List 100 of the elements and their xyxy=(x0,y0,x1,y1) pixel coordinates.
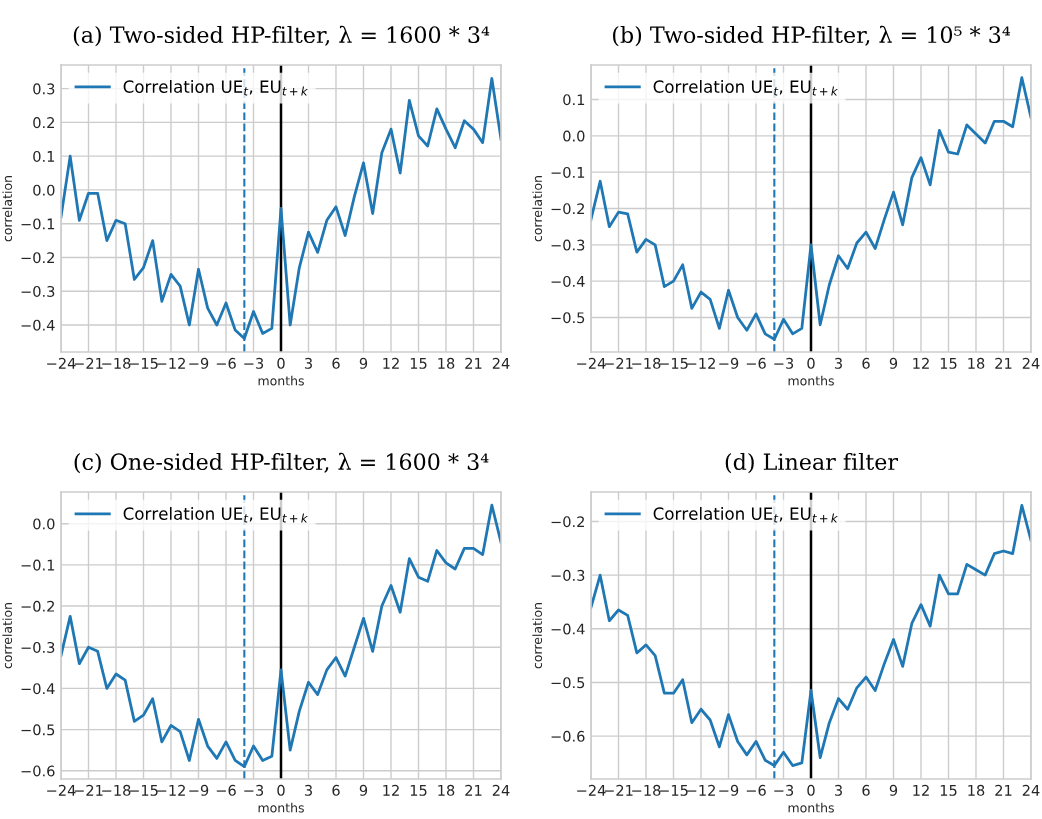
x-tick-label: 0 xyxy=(277,357,285,369)
y-tick-label: −0.4 xyxy=(21,319,55,331)
x-tick-label: −21 xyxy=(74,357,103,369)
x-tick-label: −3 xyxy=(774,357,794,369)
x-tick-label: 18 xyxy=(438,784,455,796)
x-tick-label: −24 xyxy=(577,784,606,796)
y-tick-label: −0.1 xyxy=(21,559,55,571)
x-tick-label: −9 xyxy=(719,357,739,369)
y-tick-label: −0.2 xyxy=(551,203,584,215)
x-tick-label: 9 xyxy=(889,357,898,369)
x-tick-label: 21 xyxy=(465,784,482,796)
y-axis-title: correlation xyxy=(532,603,543,669)
y-tick-label: −0.3 xyxy=(551,569,585,581)
legend-label: Correlation UE$_{t}$, EU$_{t+k}$ xyxy=(123,80,308,96)
y-tick-label: −0.1 xyxy=(21,218,55,230)
x-tick-label: 24 xyxy=(1022,784,1040,796)
x-tick-label: −24 xyxy=(47,357,76,369)
x-tick-label: −18 xyxy=(632,357,661,369)
x-tick-label: 9 xyxy=(359,357,368,369)
x-tick-label: −3 xyxy=(244,357,264,369)
x-tick-label: 3 xyxy=(834,357,842,369)
x-tick-label: 12 xyxy=(913,784,929,796)
y-tick-label: −0.3 xyxy=(551,239,585,251)
x-tick-label: 24 xyxy=(1022,357,1040,369)
x-tick-label: 0 xyxy=(807,784,815,796)
x-tick-label: 12 xyxy=(383,357,399,369)
x-tick-label: −6 xyxy=(216,784,236,796)
y-tick-label: 0.2 xyxy=(33,117,54,129)
x-tick-label: 24 xyxy=(492,784,510,796)
x-tick-label: −15 xyxy=(659,785,688,796)
x-tick-label: 15 xyxy=(410,785,427,796)
y-tick-label: 0.0 xyxy=(33,518,55,530)
y-tick-label: 0.0 xyxy=(563,130,585,142)
x-tick-label: −24 xyxy=(577,357,606,369)
x-tick-label: −12 xyxy=(157,784,185,796)
x-tick-label: −9 xyxy=(189,357,209,369)
x-tick-label: −21 xyxy=(74,784,103,796)
x-tick-label: −24 xyxy=(47,784,76,796)
x-tick-label: −6 xyxy=(216,357,236,369)
x-tick-label: 6 xyxy=(862,784,870,796)
x-axis-title: months xyxy=(258,375,304,386)
x-tick-label: −18 xyxy=(632,784,661,796)
x-tick-label: 6 xyxy=(862,357,870,369)
x-tick-label: −21 xyxy=(604,357,633,369)
legend-label: Correlation UE$_{t}$, EU$_{t+k}$ xyxy=(123,507,308,523)
x-tick-label: −21 xyxy=(604,784,633,796)
x-tick-label: −12 xyxy=(157,357,185,369)
x-axis-title: months xyxy=(788,375,834,386)
x-tick-label: 15 xyxy=(410,358,427,369)
x-tick-label: 21 xyxy=(995,357,1012,369)
x-tick-label: 9 xyxy=(889,784,898,796)
y-tick-label: −0.3 xyxy=(21,285,55,297)
chart-title: (d) Linear filter xyxy=(725,452,899,474)
x-tick-label: 21 xyxy=(995,784,1012,796)
y-tick-label: −0.4 xyxy=(551,623,585,635)
x-tick-label: 0 xyxy=(807,357,815,369)
x-tick-label: −6 xyxy=(746,784,766,796)
y-tick-label: −0.3 xyxy=(21,641,55,653)
y-tick-label: 0.0 xyxy=(33,184,55,196)
x-tick-label: 24 xyxy=(492,357,510,369)
x-tick-label: −12 xyxy=(687,357,715,369)
y-tick-label: −0.2 xyxy=(21,600,54,612)
x-tick-label: −18 xyxy=(102,357,131,369)
x-tick-label: −3 xyxy=(244,784,264,796)
x-tick-label: −18 xyxy=(102,784,131,796)
y-tick-label: −0.2 xyxy=(551,516,584,528)
y-tick-label: −0.6 xyxy=(551,730,585,742)
x-tick-label: 15 xyxy=(940,785,957,796)
x-tick-label: −12 xyxy=(687,784,715,796)
x-tick-label: 12 xyxy=(383,784,399,796)
x-tick-label: −3 xyxy=(774,784,794,796)
x-tick-label: 0 xyxy=(277,784,285,796)
chart-title: (a) Two-sided HP-filter, λ = 1600 * 3⁴ xyxy=(73,25,490,47)
x-tick-label: −9 xyxy=(719,784,739,796)
x-tick-label: −15 xyxy=(129,358,158,369)
y-axis-title: correlation xyxy=(532,176,543,242)
x-tick-label: 3 xyxy=(304,784,312,796)
y-tick-label: −0.4 xyxy=(551,275,585,287)
legend-label: Correlation UE$_{t}$, EU$_{t+k}$ xyxy=(653,80,838,96)
y-tick-label: −0.4 xyxy=(21,683,55,695)
y-tick-label: −0.5 xyxy=(551,677,585,689)
x-tick-label: 12 xyxy=(913,357,929,369)
x-axis-title: months xyxy=(258,802,304,813)
y-tick-label: −0.5 xyxy=(21,724,55,736)
x-tick-label: −6 xyxy=(746,357,766,369)
y-axis-title: correlation xyxy=(2,603,13,669)
x-tick-label: 6 xyxy=(332,784,340,796)
y-axis-title: correlation xyxy=(2,176,13,242)
chart-title: (c) One-sided HP-filter, λ = 1600 * 3⁴ xyxy=(74,452,489,474)
x-tick-label: 6 xyxy=(332,357,340,369)
x-tick-label: −9 xyxy=(189,784,209,796)
x-tick-label: 15 xyxy=(940,358,957,369)
x-tick-label: 18 xyxy=(968,357,985,369)
x-tick-label: 3 xyxy=(834,784,842,796)
y-tick-label: −0.5 xyxy=(551,312,585,324)
x-tick-label: 9 xyxy=(359,784,368,796)
x-tick-label: 18 xyxy=(968,784,985,796)
x-tick-label: 3 xyxy=(304,357,312,369)
y-tick-label: −0.1 xyxy=(551,166,585,178)
y-tick-label: 0.1 xyxy=(33,150,55,162)
